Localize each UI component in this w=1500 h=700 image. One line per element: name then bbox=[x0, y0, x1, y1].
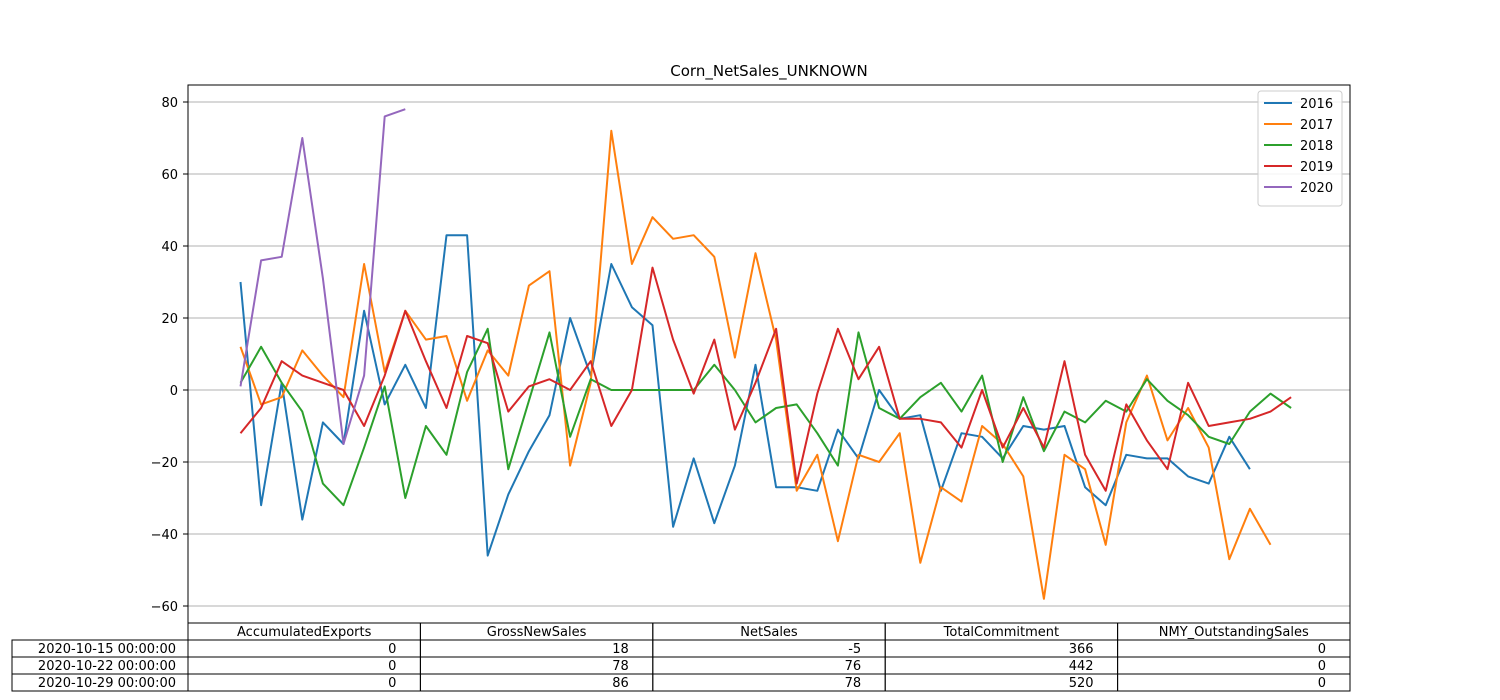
table-column-header: TotalCommitment bbox=[943, 625, 1059, 640]
series-line-2017 bbox=[239, 129, 1272, 600]
table-column-header: NMY_OutstandingSales bbox=[1159, 625, 1309, 640]
table-cell bbox=[187, 639, 421, 658]
table-row-label: 2020-10-15 00:00:00 bbox=[38, 642, 176, 657]
table-cell-value: 18 bbox=[612, 642, 629, 657]
table-cell-value: -5 bbox=[848, 642, 861, 657]
table-row-label: 2020-10-29 00:00:00 bbox=[38, 676, 176, 691]
table-cell bbox=[187, 673, 421, 692]
table-row-label: 2020-10-22 00:00:00 bbox=[38, 659, 176, 674]
table-cell-value: 0 bbox=[1318, 676, 1326, 691]
table-cell bbox=[1117, 673, 1351, 692]
table-cell-value: 0 bbox=[1318, 659, 1326, 674]
table-cell-value: 366 bbox=[1069, 642, 1094, 657]
legend-label: 2019 bbox=[1300, 160, 1333, 175]
table-cell-value: 442 bbox=[1069, 659, 1094, 674]
y-tick-label: −40 bbox=[151, 528, 178, 543]
y-tick-label: 40 bbox=[161, 240, 178, 255]
table-cell-value: 78 bbox=[612, 659, 629, 674]
y-tick-label: 20 bbox=[161, 312, 178, 327]
grid-lines bbox=[188, 101, 1350, 607]
table-cell-value: 0 bbox=[388, 676, 396, 691]
y-tick-label: 0 bbox=[170, 384, 178, 399]
table-cell-value: 76 bbox=[845, 659, 862, 674]
y-tick-label: −60 bbox=[151, 600, 178, 615]
table-cell bbox=[1117, 639, 1351, 658]
legend-label: 2017 bbox=[1300, 118, 1333, 133]
table-cell-value: 86 bbox=[612, 676, 629, 691]
table-cell-value: 78 bbox=[845, 676, 862, 691]
chart-title: Corn_NetSales_UNKNOWN bbox=[670, 62, 867, 81]
table-cell-value: 520 bbox=[1069, 676, 1094, 691]
table-column-header: AccumulatedExports bbox=[237, 625, 372, 640]
y-tick-label: −20 bbox=[151, 456, 178, 471]
series-line-2019 bbox=[239, 266, 1292, 492]
legend-label: 2016 bbox=[1300, 97, 1333, 112]
table-cell-value: 0 bbox=[388, 642, 396, 657]
y-tick-label: 80 bbox=[161, 96, 178, 111]
table-cell-value: 0 bbox=[1318, 642, 1326, 657]
table-cell bbox=[1117, 656, 1351, 675]
series-line-2016 bbox=[239, 234, 1251, 557]
series-line-2020 bbox=[239, 108, 406, 445]
table-column-header: NetSales bbox=[740, 625, 798, 640]
legend-label: 2020 bbox=[1300, 181, 1333, 196]
data-table: AccumulatedExports GrossNewSales NetSales T… bbox=[11, 622, 1351, 692]
y-axis: −60 −40 −20 0 20 40 60 80 bbox=[151, 96, 188, 615]
legend-box bbox=[1257, 90, 1343, 207]
legend-label: 2018 bbox=[1300, 139, 1333, 154]
series-lines bbox=[239, 108, 1292, 600]
table-cell-value: 0 bbox=[388, 659, 396, 674]
table-column-header: GrossNewSales bbox=[487, 625, 587, 640]
legend: 2016 2017 2018 2019 2020 bbox=[1257, 90, 1343, 207]
series-line-2018 bbox=[239, 327, 1292, 507]
table-cell bbox=[187, 656, 421, 675]
plot-frame bbox=[187, 84, 1351, 624]
y-tick-label: 60 bbox=[161, 168, 178, 183]
